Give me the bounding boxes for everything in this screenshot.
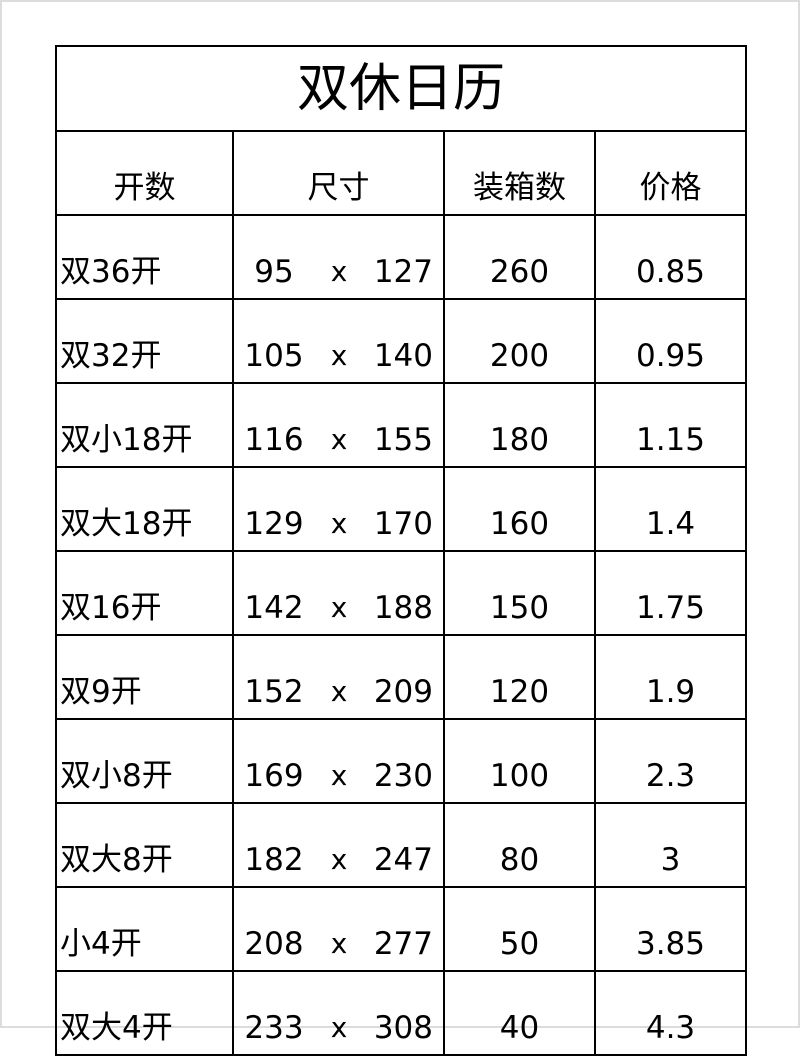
size-separator: x (330, 843, 348, 876)
cell-box-qty: 80 (443, 802, 596, 888)
cell-size: 152 x 209 (232, 634, 445, 720)
header-format: 开数 (55, 130, 234, 216)
cell-size: 142 x 188 (232, 550, 445, 636)
cell-box-qty: 150 (443, 550, 596, 636)
size-height: 230 (373, 758, 433, 794)
cell-price: 4.3 (594, 970, 747, 1056)
cell-box-qty: 260 (443, 214, 596, 300)
size-separator: x (330, 507, 348, 540)
cell-price: 2.3 (594, 718, 747, 804)
table-row: 双16开 142 x 188 150 1.75 (55, 550, 747, 636)
cell-price: 3 (594, 802, 747, 888)
table-row: 双小18开 116 x 155 180 1.15 (55, 382, 747, 468)
size-width: 169 (244, 758, 304, 794)
size-separator: x (330, 927, 348, 960)
cell-price: 0.85 (594, 214, 747, 300)
cell-box-qty: 180 (443, 382, 596, 468)
size-height: 127 (373, 254, 433, 290)
size-separator: x (330, 759, 348, 792)
table-row: 双大8开 182 x 247 80 3 (55, 802, 747, 888)
header-size: 尺寸 (232, 130, 445, 216)
header-box-qty: 装箱数 (443, 130, 596, 216)
cell-box-qty: 160 (443, 466, 596, 552)
cell-box-qty: 200 (443, 298, 596, 384)
table-row: 双小8开 169 x 230 100 2.3 (55, 718, 747, 804)
cell-size: 116 x 155 (232, 382, 445, 468)
size-width: 233 (244, 1010, 304, 1046)
size-height: 277 (373, 926, 433, 962)
table-row: 双9开 152 x 209 120 1.9 (55, 634, 747, 720)
cell-format: 双32开 (55, 298, 234, 384)
cell-price: 1.15 (594, 382, 747, 468)
size-separator: x (330, 1011, 348, 1044)
size-height: 155 (373, 422, 433, 458)
cell-size: 169 x 230 (232, 718, 445, 804)
size-separator: x (330, 339, 348, 372)
cell-size: 208 x 277 (232, 886, 445, 972)
cell-price: 3.85 (594, 886, 747, 972)
cell-price: 1.75 (594, 550, 747, 636)
cell-price: 0.95 (594, 298, 747, 384)
size-width: 105 (244, 338, 304, 374)
cell-box-qty: 40 (443, 970, 596, 1056)
size-height: 140 (373, 338, 433, 374)
size-height: 308 (373, 1010, 433, 1046)
title-row: 双休日历 (55, 45, 747, 132)
table-row: 小4开 208 x 277 50 3.85 (55, 886, 747, 972)
size-separator: x (330, 591, 348, 624)
cell-format: 小4开 (55, 886, 234, 972)
cell-size: 129 x 170 (232, 466, 445, 552)
cell-box-qty: 50 (443, 886, 596, 972)
size-height: 247 (373, 842, 433, 878)
cell-format: 双小8开 (55, 718, 234, 804)
cell-format: 双小18开 (55, 382, 234, 468)
table-row: 双大18开 129 x 170 160 1.4 (55, 466, 747, 552)
cell-format: 双9开 (55, 634, 234, 720)
size-separator: x (330, 675, 348, 708)
table-row: 双32开 105 x 140 200 0.95 (55, 298, 747, 384)
cell-box-qty: 100 (443, 718, 596, 804)
size-height: 188 (373, 590, 433, 626)
size-width: 152 (244, 674, 304, 710)
cell-size: 95 x 127 (232, 214, 445, 300)
table-row: 双36开 95 x 127 260 0.85 (55, 214, 747, 300)
size-width: 129 (244, 506, 304, 542)
cell-format: 双大18开 (55, 466, 234, 552)
table-row: 双大4开 233 x 308 40 4.3 (55, 970, 747, 1056)
cell-size: 182 x 247 (232, 802, 445, 888)
cell-price: 1.9 (594, 634, 747, 720)
cell-price: 1.4 (594, 466, 747, 552)
cell-format: 双36开 (55, 214, 234, 300)
size-width: 142 (244, 590, 304, 626)
header-price: 价格 (594, 130, 747, 216)
size-separator: x (330, 255, 348, 288)
size-width: 182 (244, 842, 304, 878)
size-separator: x (330, 423, 348, 456)
cell-format: 双大4开 (55, 970, 234, 1056)
size-width: 95 (254, 254, 294, 290)
size-height: 170 (373, 506, 433, 542)
price-table: 双休日历 开数 尺寸 装箱数 价格 双36开 95 x 127 260 0.85… (55, 45, 747, 1056)
header-row: 开数 尺寸 装箱数 价格 (55, 130, 747, 216)
cell-box-qty: 120 (443, 634, 596, 720)
cell-format: 双16开 (55, 550, 234, 636)
cell-format: 双大8开 (55, 802, 234, 888)
size-height: 209 (373, 674, 433, 710)
cell-size: 105 x 140 (232, 298, 445, 384)
size-width: 116 (244, 422, 304, 458)
table-title: 双休日历 (55, 45, 747, 132)
size-width: 208 (244, 926, 304, 962)
cell-size: 233 x 308 (232, 970, 445, 1056)
